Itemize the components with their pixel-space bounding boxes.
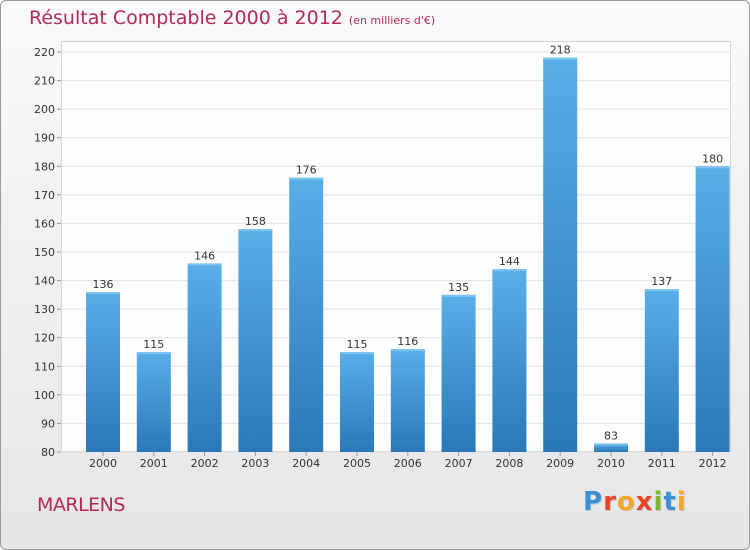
x-tick-label: 2010 <box>597 457 625 470</box>
y-axis: 80 90 100 110 120 130 140 150 160 170 180 190 200 210… <box>34 46 61 459</box>
bar-highlight <box>136 352 171 354</box>
bar <box>340 352 374 452</box>
bar-highlight <box>340 352 374 354</box>
bar <box>543 57 578 452</box>
bar <box>644 289 679 452</box>
y-tick-label: 80 <box>41 446 55 459</box>
proxiti-logo: Proxiti <box>583 487 687 517</box>
x-axis: 2000 2001 2002 2003 2004 2005 2006 2007 2008 2009… <box>89 452 727 470</box>
bar <box>136 352 171 452</box>
bar <box>187 263 222 452</box>
bar-highlight <box>441 294 476 297</box>
bar <box>441 294 476 452</box>
bar <box>390 349 425 452</box>
bar <box>695 166 730 453</box>
logo-letter: x <box>635 487 654 517</box>
data-label: 136 <box>93 278 114 291</box>
data-label: 180 <box>702 152 723 165</box>
y-tick-label: 140 <box>34 275 55 288</box>
data-label: 137 <box>651 275 672 288</box>
y-tick-label: 210 <box>34 75 55 88</box>
data-label: 158 <box>245 215 266 228</box>
data-label: 135 <box>448 281 469 294</box>
x-tick-label: 2003 <box>241 457 269 470</box>
data-label: 116 <box>397 335 418 348</box>
bar <box>594 443 628 452</box>
x-tick-label: 2004 <box>292 457 320 470</box>
chart-title: Résultat Comptable 2000 à 2012 (en millie… <box>29 7 435 29</box>
x-tick-label: 2002 <box>191 457 219 470</box>
data-label: 218 <box>550 44 571 57</box>
bars: 136 115 146 158 176 115 116 135 144 218 83 137 180 <box>86 44 730 453</box>
bar-highlight <box>289 177 324 180</box>
x-tick-label: 2000 <box>89 457 117 470</box>
bar-highlight <box>543 57 578 60</box>
y-tick-label: 100 <box>34 389 55 402</box>
data-label: 146 <box>194 249 215 262</box>
y-tick-label: 160 <box>34 217 55 230</box>
x-tick-label: 2008 <box>495 457 523 470</box>
bar <box>238 229 273 452</box>
logo-letter: i <box>653 487 664 517</box>
logo-letter: o <box>616 487 636 517</box>
logo-letter: i <box>676 487 687 517</box>
bar-highlight <box>492 269 527 272</box>
bar-highlight <box>187 263 222 266</box>
x-tick-label: 2011 <box>648 457 676 470</box>
y-tick-label: 110 <box>34 360 55 373</box>
bar-highlight <box>644 289 679 292</box>
y-tick-label: 130 <box>34 303 55 316</box>
x-tick-label: 2005 <box>343 457 371 470</box>
x-tick-label: 2009 <box>546 457 574 470</box>
logo-letter: r <box>603 487 617 517</box>
bar <box>86 292 120 452</box>
bar-highlight <box>390 349 425 352</box>
data-label: 144 <box>499 255 520 268</box>
bar-highlight <box>86 292 120 294</box>
bar <box>492 269 527 452</box>
chart-subtitle: (en milliers d'€) <box>348 14 436 27</box>
data-label: 115 <box>143 338 164 351</box>
data-label: 83 <box>604 429 618 442</box>
logo-letter: P <box>583 487 604 517</box>
y-tick-label: 220 <box>34 46 55 59</box>
y-tick-label: 170 <box>34 189 55 202</box>
y-tick-label: 150 <box>34 246 55 259</box>
y-tick-label: 120 <box>34 332 55 345</box>
data-label: 176 <box>296 164 317 177</box>
x-tick-label: 2007 <box>445 457 473 470</box>
data-label: 115 <box>347 338 368 351</box>
bar-highlight <box>594 443 628 446</box>
y-tick-label: 190 <box>34 132 55 145</box>
bar <box>289 177 324 452</box>
y-tick-label: 200 <box>34 103 55 116</box>
chart-title-text: Résultat Comptable 2000 à 2012 <box>29 7 343 29</box>
place-name: MARLENS <box>37 494 125 516</box>
logo-letter: t <box>663 487 677 517</box>
x-tick-label: 2001 <box>140 457 168 470</box>
y-tick-label: 180 <box>34 160 55 173</box>
bar-highlight <box>695 166 730 169</box>
x-tick-label: 2006 <box>394 457 422 470</box>
x-tick-label: 2012 <box>699 457 727 470</box>
bar-highlight <box>238 229 273 232</box>
y-tick-label: 90 <box>41 417 55 430</box>
